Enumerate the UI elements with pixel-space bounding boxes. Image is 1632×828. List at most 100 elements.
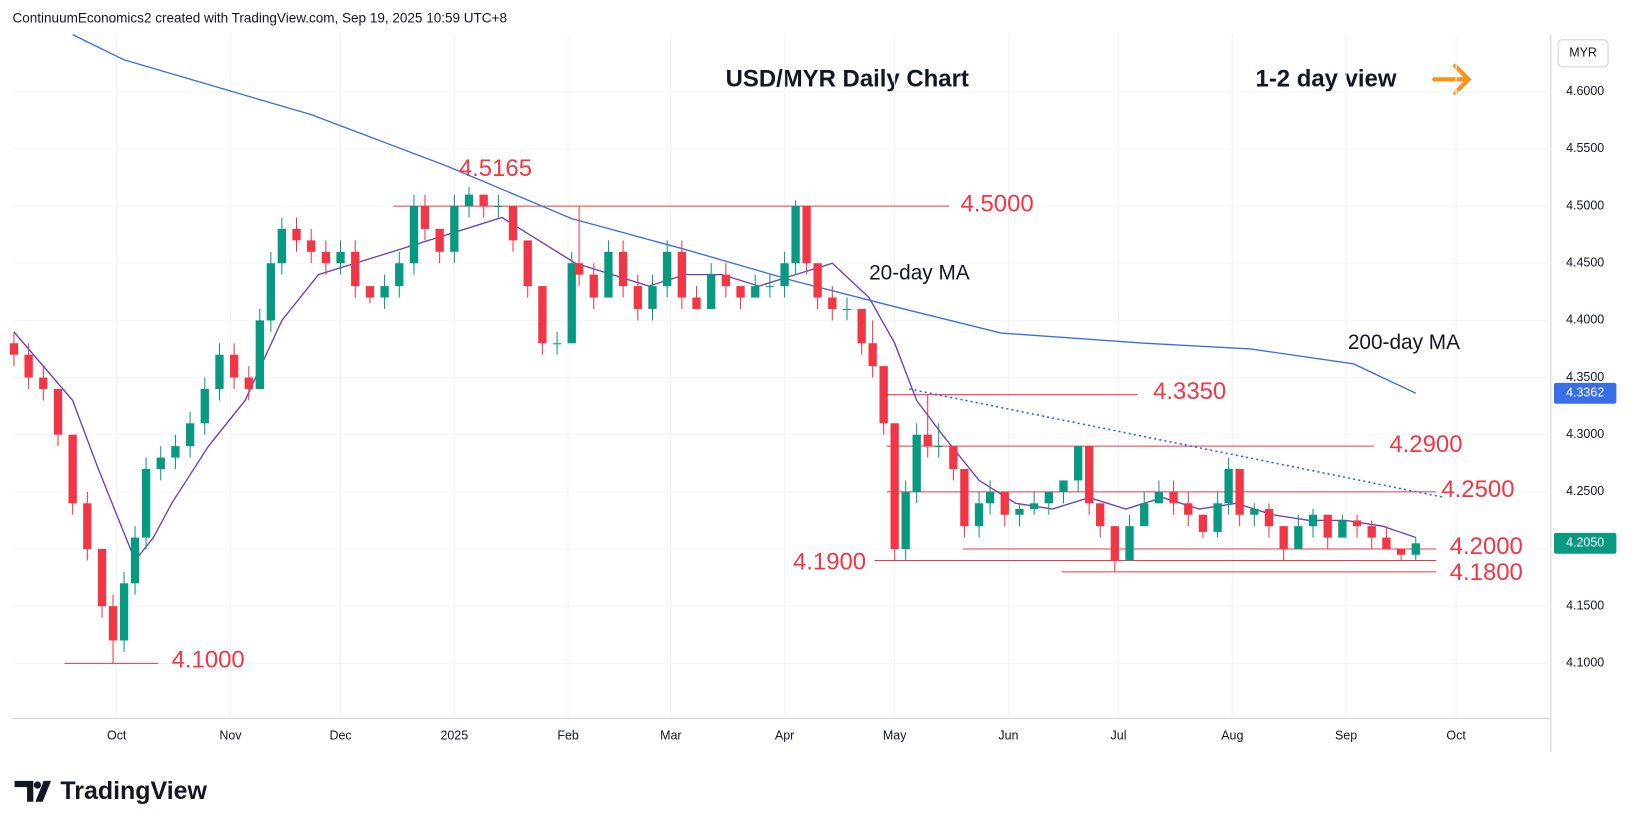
price-badge	[1553, 382, 1617, 404]
candle-body	[365, 286, 375, 298]
candle-body	[97, 549, 107, 607]
y-tick-label: 4.1000	[1566, 656, 1604, 670]
level-label: 4.1000	[172, 647, 245, 674]
candle-body	[589, 274, 598, 298]
candle-body	[229, 354, 239, 378]
candle-body	[912, 434, 921, 492]
x-tick-label: Oct	[107, 728, 127, 742]
y-tick-label: 4.5500	[1566, 141, 1604, 155]
candle-body	[857, 308, 866, 344]
y-tick-label: 4.3000	[1566, 427, 1604, 441]
candle-body	[538, 286, 547, 344]
candle-body	[185, 423, 195, 447]
brand-logo	[14, 780, 52, 802]
x-tick-label: Mar	[660, 728, 681, 742]
candle-body	[244, 377, 253, 389]
candle-body	[200, 388, 209, 424]
x-tick-label: Dec	[329, 728, 351, 742]
x-tick-label: May	[883, 728, 907, 742]
candle-body	[692, 297, 701, 309]
candle-body	[479, 194, 488, 207]
y-tick-label: 4.3500	[1566, 370, 1604, 384]
candle-body	[156, 457, 165, 470]
candle-body	[1411, 543, 1420, 555]
candle-body	[1338, 520, 1347, 538]
candle-body	[508, 206, 518, 241]
currency-box[interactable]	[1557, 39, 1609, 68]
y-tick-label: 4.1500	[1566, 598, 1604, 612]
candle-body	[633, 286, 642, 309]
candle-body	[1096, 503, 1105, 527]
x-tick-label: Aug	[1221, 728, 1243, 742]
x-tick-label: Jul	[1111, 728, 1127, 742]
x-tick-label: Oct	[1446, 728, 1466, 742]
y-tick-label: 4.5000	[1566, 198, 1604, 212]
currency-label: MYR	[1569, 46, 1597, 60]
candle-body	[1224, 469, 1233, 504]
candle-body	[662, 251, 672, 287]
candle-body	[215, 354, 224, 389]
candle-body	[53, 388, 63, 435]
candle-body	[409, 206, 419, 264]
logo-dot	[33, 781, 42, 789]
candle-body	[901, 491, 910, 550]
candle-body	[960, 469, 969, 527]
y-tick-label: 4.4500	[1566, 256, 1604, 270]
candle-body	[336, 251, 345, 264]
candle-body	[1250, 509, 1259, 515]
level-label: 4.2000	[1450, 533, 1523, 560]
candle-body	[39, 377, 48, 389]
ma-line	[72, 34, 1417, 394]
candle-body	[1396, 549, 1406, 555]
candle-body	[1367, 526, 1376, 538]
x-tick-label: Apr	[775, 728, 794, 742]
price-badge-label: 4.2050	[1566, 536, 1604, 550]
candle-body	[395, 263, 404, 287]
candle-body	[949, 446, 958, 470]
candle-body	[494, 206, 503, 208]
candle-body	[141, 469, 151, 538]
candle-body	[1169, 491, 1178, 504]
candle-body	[380, 286, 389, 298]
candle-body	[255, 320, 264, 389]
candle-body	[574, 263, 584, 275]
candle-body	[24, 354, 33, 378]
candle-body	[567, 263, 576, 344]
candle-body	[1110, 526, 1120, 561]
level-label: 4.5000	[961, 191, 1034, 218]
x-tick-label: Feb	[557, 728, 579, 742]
level-label: 4.2900	[1389, 431, 1462, 458]
candle-body	[1085, 446, 1094, 504]
candle-body	[879, 366, 888, 424]
candle-body	[1015, 509, 1024, 515]
candle-body	[765, 286, 775, 288]
candle-body	[842, 308, 852, 311]
candle-body	[307, 240, 316, 252]
x-tick-label: Jun	[998, 728, 1018, 742]
level-label: 4.5165	[459, 155, 532, 182]
ma-label: 200-day MA	[1348, 331, 1460, 354]
candle-body	[707, 274, 716, 309]
candle-body	[1140, 503, 1149, 527]
candle-body	[677, 251, 687, 298]
candle-body	[791, 206, 800, 264]
header: ContinuumEconomics2 created with Trading…	[12, 11, 506, 26]
candle-body	[1198, 514, 1208, 532]
candle-body	[721, 274, 731, 287]
candle-body	[420, 206, 430, 229]
level-label: 4.3350	[1153, 378, 1226, 405]
candle-body	[1029, 503, 1039, 510]
level-label: 4.1900	[793, 549, 866, 576]
candle-body	[108, 606, 118, 641]
x-tick-label: Nov	[219, 728, 242, 742]
candle-body	[321, 251, 331, 264]
x-tick-label: 2025	[440, 728, 468, 742]
candle-body	[974, 503, 984, 527]
candle-body	[1044, 491, 1053, 504]
y-tick-label: 4.2500	[1566, 484, 1604, 498]
candle-body	[868, 343, 877, 367]
candle-body	[1352, 520, 1362, 527]
candle-body	[751, 286, 760, 298]
